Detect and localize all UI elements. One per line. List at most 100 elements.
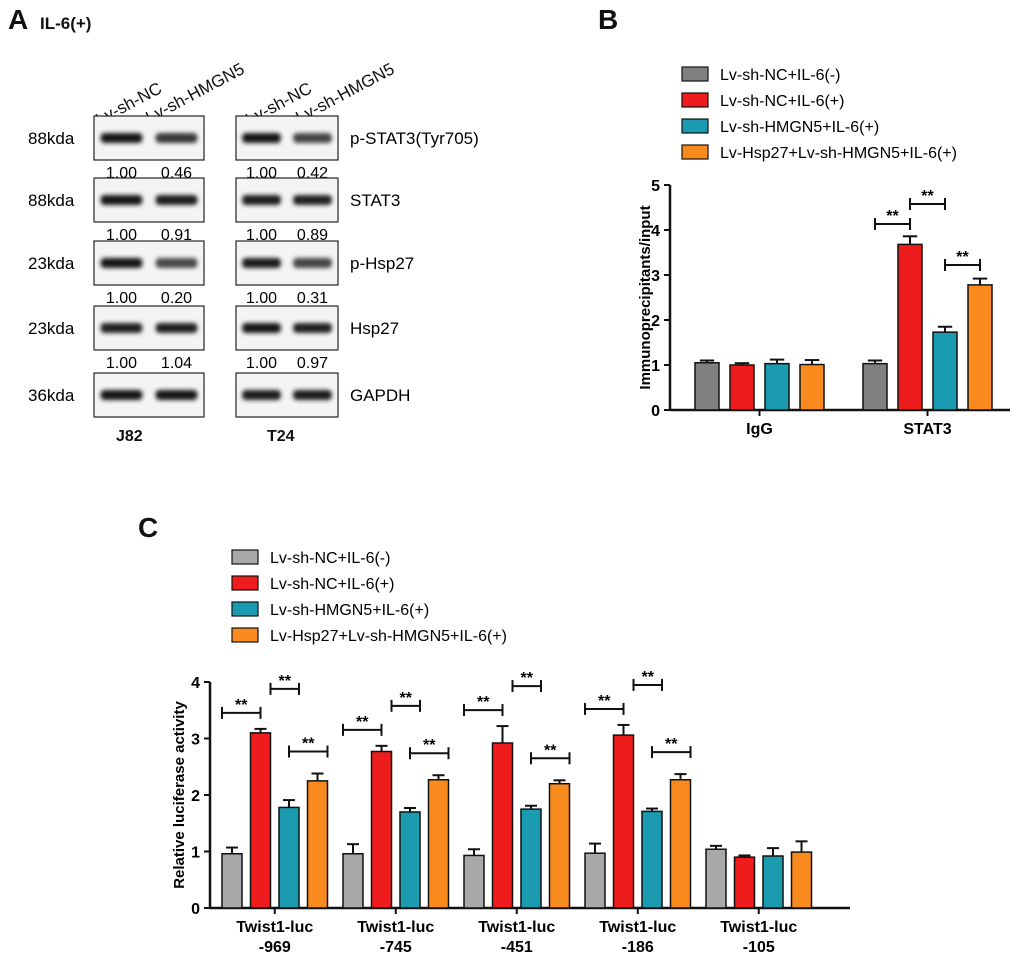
molecular-weight-label: 23kda (28, 254, 75, 273)
panel-a-condition: IL-6(+) (40, 14, 92, 33)
significance-label: ** (423, 737, 436, 754)
x-tick-label: STAT3 (903, 421, 951, 438)
significance-label: ** (356, 714, 369, 731)
panel-c-letter: C (138, 512, 159, 543)
bar-Lv-sh-NC+IL-6(+) (370, 750, 393, 909)
bar-Lv-sh-NC+IL-6(-) (862, 362, 888, 411)
protein-label: STAT3 (350, 191, 400, 210)
bar-Lv-sh-NC+IL-6(-) (342, 853, 364, 909)
panel-b-legend-swatch (681, 118, 709, 134)
blot-band (293, 323, 332, 333)
bar-Lv-sh-NC+IL-6(+) (733, 856, 756, 909)
blot-band (293, 195, 332, 205)
x-tick-label: Twist1-luc (236, 919, 313, 936)
bar-Lv-sh-NC+IL-6(+) (729, 364, 755, 411)
panel-b-legend-swatch (681, 92, 709, 108)
significance-label: ** (956, 249, 969, 266)
panel-c-legend-label: Lv-sh-HMGN5+IL-6(+) (270, 602, 429, 619)
panel-c-legend-label: Lv-sh-NC+IL-6(+) (270, 576, 394, 593)
panel-b-chart: Lv-sh-NC+IL-6(-) Lv-sh-NC+IL-6(+) Lv-sh-HM… (637, 66, 1010, 438)
protein-label: p-Hsp27 (350, 254, 414, 273)
y-tick-label: 2 (651, 313, 660, 330)
cell-line-t24: T24 (267, 428, 295, 445)
molecular-weight-label: 36kda (28, 386, 75, 405)
panel-b-legend-label: Lv-sh-HMGN5+IL-6(+) (720, 119, 879, 136)
densitometry-value: 1.00 (246, 227, 277, 244)
bar-Lv-sh-HMGN5+IL-6(+) (764, 362, 790, 411)
blot-band (100, 323, 143, 333)
panel-b-letter: B (598, 4, 619, 35)
x-tick-label: IgG (746, 421, 773, 438)
x-tick-label: -969 (259, 939, 291, 954)
y-axis-label: Relative luciferase activity (171, 701, 188, 889)
x-tick-label: Twist1-luc (478, 919, 555, 936)
blot-band (100, 133, 143, 143)
bar-Lv-sh-HMGN5+IL-6(+) (520, 808, 542, 909)
blot-band (242, 258, 281, 268)
densitometry-value: 0.89 (297, 227, 328, 244)
densitometry-value: 0.91 (161, 227, 192, 244)
blot-band (242, 323, 281, 333)
blot-band (155, 323, 198, 333)
blot-band (155, 133, 198, 143)
densitometry-value: 0.97 (297, 355, 328, 372)
y-tick-label: 4 (191, 675, 200, 692)
blot-band (155, 258, 198, 268)
significance-label: ** (642, 669, 655, 686)
densitometry-value: 1.04 (161, 355, 192, 372)
densitometry-value: 1.00 (246, 355, 277, 372)
x-tick-label: -745 (380, 939, 412, 954)
significance-label: ** (521, 670, 534, 687)
blot-band (100, 195, 143, 205)
bar-Lv-sh-NC+IL-6(+) (612, 734, 635, 909)
panel-c-legend-label: Lv-sh-NC+IL-6(-) (270, 550, 390, 567)
densitometry-value: 0.31 (297, 290, 328, 307)
y-tick-label: 3 (651, 268, 660, 285)
bar-Lv-Hsp27+Lv-sh-HMGN5+IL-6(+) (799, 363, 825, 411)
molecular-weight-label: 23kda (28, 319, 75, 338)
bar-Lv-sh-HMGN5+IL-6(+) (932, 331, 958, 411)
x-tick-label: -186 (622, 939, 654, 954)
panel-c-legend-swatch (231, 601, 259, 617)
significance-label: ** (400, 690, 413, 707)
protein-label: p-STAT3(Tyr705) (350, 129, 479, 148)
y-tick-label: 0 (651, 403, 660, 420)
y-tick-label: 1 (191, 845, 200, 862)
x-tick-label: Twist1-luc (720, 919, 797, 936)
bar-Lv-sh-NC+IL-6(+) (491, 742, 514, 909)
blot-band (293, 258, 332, 268)
molecular-weight-label: 88kda (28, 129, 75, 148)
blot-band (155, 195, 198, 205)
significance-label: ** (598, 693, 611, 710)
panel-c-legend-swatch (231, 575, 259, 591)
x-tick-label: -105 (743, 939, 775, 954)
blot-band (155, 390, 198, 400)
y-axis-label: Immunoprecipitants/input (637, 205, 654, 389)
significance-label: ** (921, 188, 934, 205)
densitometry-value: 1.00 (106, 227, 137, 244)
panel-b-legend-swatch (681, 144, 709, 160)
blot-band (242, 195, 281, 205)
panel-b-legend-swatch (681, 66, 709, 82)
significance-label: ** (279, 673, 292, 690)
panel-c-legend-swatch (231, 549, 259, 565)
panel-c-legend-label: Lv-Hsp27+Lv-sh-HMGN5+IL-6(+) (270, 628, 507, 645)
significance-label: ** (665, 736, 678, 753)
bar-Lv-Hsp27+Lv-sh-HMGN5+IL-6(+) (306, 780, 329, 909)
bar-Lv-sh-NC+IL-6(-) (584, 852, 606, 909)
y-tick-label: 4 (651, 223, 660, 240)
y-tick-label: 2 (191, 788, 200, 805)
x-tick-label: -451 (501, 939, 533, 954)
bar-Lv-sh-NC+IL-6(-) (694, 362, 720, 411)
molecular-weight-label: 88kda (28, 191, 75, 210)
panel-c-legend-swatch (231, 627, 259, 643)
bar-Lv-Hsp27+Lv-sh-HMGN5+IL-6(+) (427, 778, 450, 909)
bar-Lv-Hsp27+Lv-sh-HMGN5+IL-6(+) (669, 778, 692, 909)
blot-band (100, 258, 143, 268)
bar-Lv-sh-NC+IL-6(-) (221, 853, 243, 909)
y-tick-label: 1 (651, 358, 660, 375)
bar-Lv-sh-HMGN5+IL-6(+) (762, 855, 784, 909)
bar-Lv-sh-NC+IL-6(-) (705, 848, 727, 909)
significance-label: ** (302, 736, 315, 753)
panel-b-legend-label: Lv-sh-NC+IL-6(-) (720, 67, 840, 84)
